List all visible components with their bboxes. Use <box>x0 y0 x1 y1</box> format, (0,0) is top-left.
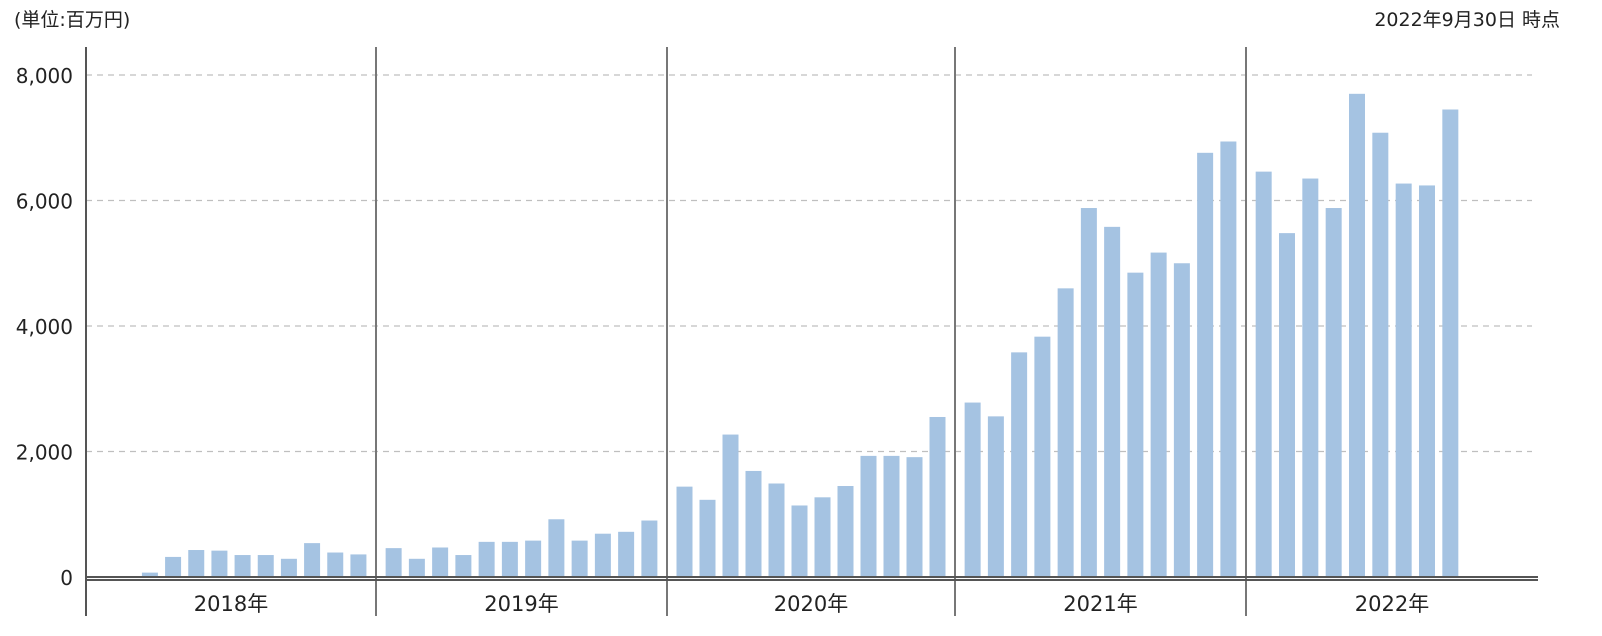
bar <box>1419 185 1435 577</box>
bar <box>1442 109 1459 577</box>
bar <box>860 455 877 577</box>
bar <box>837 486 854 577</box>
bar <box>1127 272 1144 577</box>
bar <box>1011 352 1028 577</box>
bar <box>1395 183 1412 577</box>
bars <box>141 93 1459 578</box>
bar <box>501 541 518 577</box>
bar <box>432 547 449 577</box>
bar <box>929 416 946 577</box>
as-of-date-label: 2022年9月30日 時点 <box>1374 9 1560 31</box>
bar <box>883 455 900 577</box>
bar <box>1104 226 1121 578</box>
unit-label: (単位:百万円) <box>14 9 130 31</box>
bar <box>1080 208 1097 577</box>
year-label: 2022年 <box>1355 592 1429 616</box>
bar <box>618 531 635 577</box>
bar <box>141 572 158 577</box>
year-separators <box>375 47 1247 616</box>
bar <box>455 555 472 577</box>
bar <box>594 533 611 577</box>
bar <box>188 550 205 577</box>
bar <box>641 520 658 577</box>
bar <box>478 541 495 577</box>
bar <box>1057 288 1074 577</box>
bar <box>1220 141 1237 577</box>
bar <box>791 505 808 577</box>
bar <box>385 548 402 577</box>
bar <box>1325 208 1342 577</box>
bar <box>280 558 297 577</box>
bar <box>1034 336 1051 577</box>
bar <box>906 457 923 577</box>
bar <box>165 556 182 577</box>
bar <box>571 540 588 577</box>
bar <box>350 554 367 577</box>
x-axis-year-labels: 2018年 2019年 2020年 2021年 2022年 <box>194 592 1429 616</box>
bar <box>676 486 693 577</box>
year-label: 2018年 <box>194 592 268 616</box>
year-label: 2021年 <box>1063 592 1137 616</box>
bar <box>548 519 565 577</box>
y-tick-label: 4,000 <box>16 315 73 339</box>
bar <box>1150 252 1167 577</box>
bar <box>257 555 274 577</box>
y-axis-tick-labels: 0 2,000 4,000 6,000 8,000 <box>16 64 73 590</box>
bar <box>1279 233 1295 577</box>
bar <box>1173 263 1190 577</box>
y-tick-label: 2,000 <box>16 441 73 465</box>
bar <box>234 555 251 577</box>
bar <box>745 470 762 577</box>
bar <box>1197 152 1214 577</box>
year-label: 2020年 <box>774 592 848 616</box>
bar <box>1302 178 1319 578</box>
axes <box>85 47 1538 616</box>
bar <box>699 499 716 577</box>
y-tick-label: 8,000 <box>16 64 73 88</box>
bar <box>211 550 228 577</box>
bar <box>408 558 425 577</box>
bar <box>768 483 785 577</box>
bar <box>1372 132 1389 578</box>
bar <box>1349 93 1365 577</box>
bar <box>722 434 739 577</box>
bar <box>964 402 981 577</box>
bar <box>1255 171 1272 577</box>
bar <box>304 543 321 577</box>
year-label: 2019年 <box>484 592 558 616</box>
y-tick-label: 0 <box>60 566 73 590</box>
bar <box>987 416 1004 577</box>
bar <box>327 552 344 577</box>
y-tick-label: 6,000 <box>16 190 73 214</box>
bar <box>814 497 831 577</box>
bar <box>525 540 542 577</box>
